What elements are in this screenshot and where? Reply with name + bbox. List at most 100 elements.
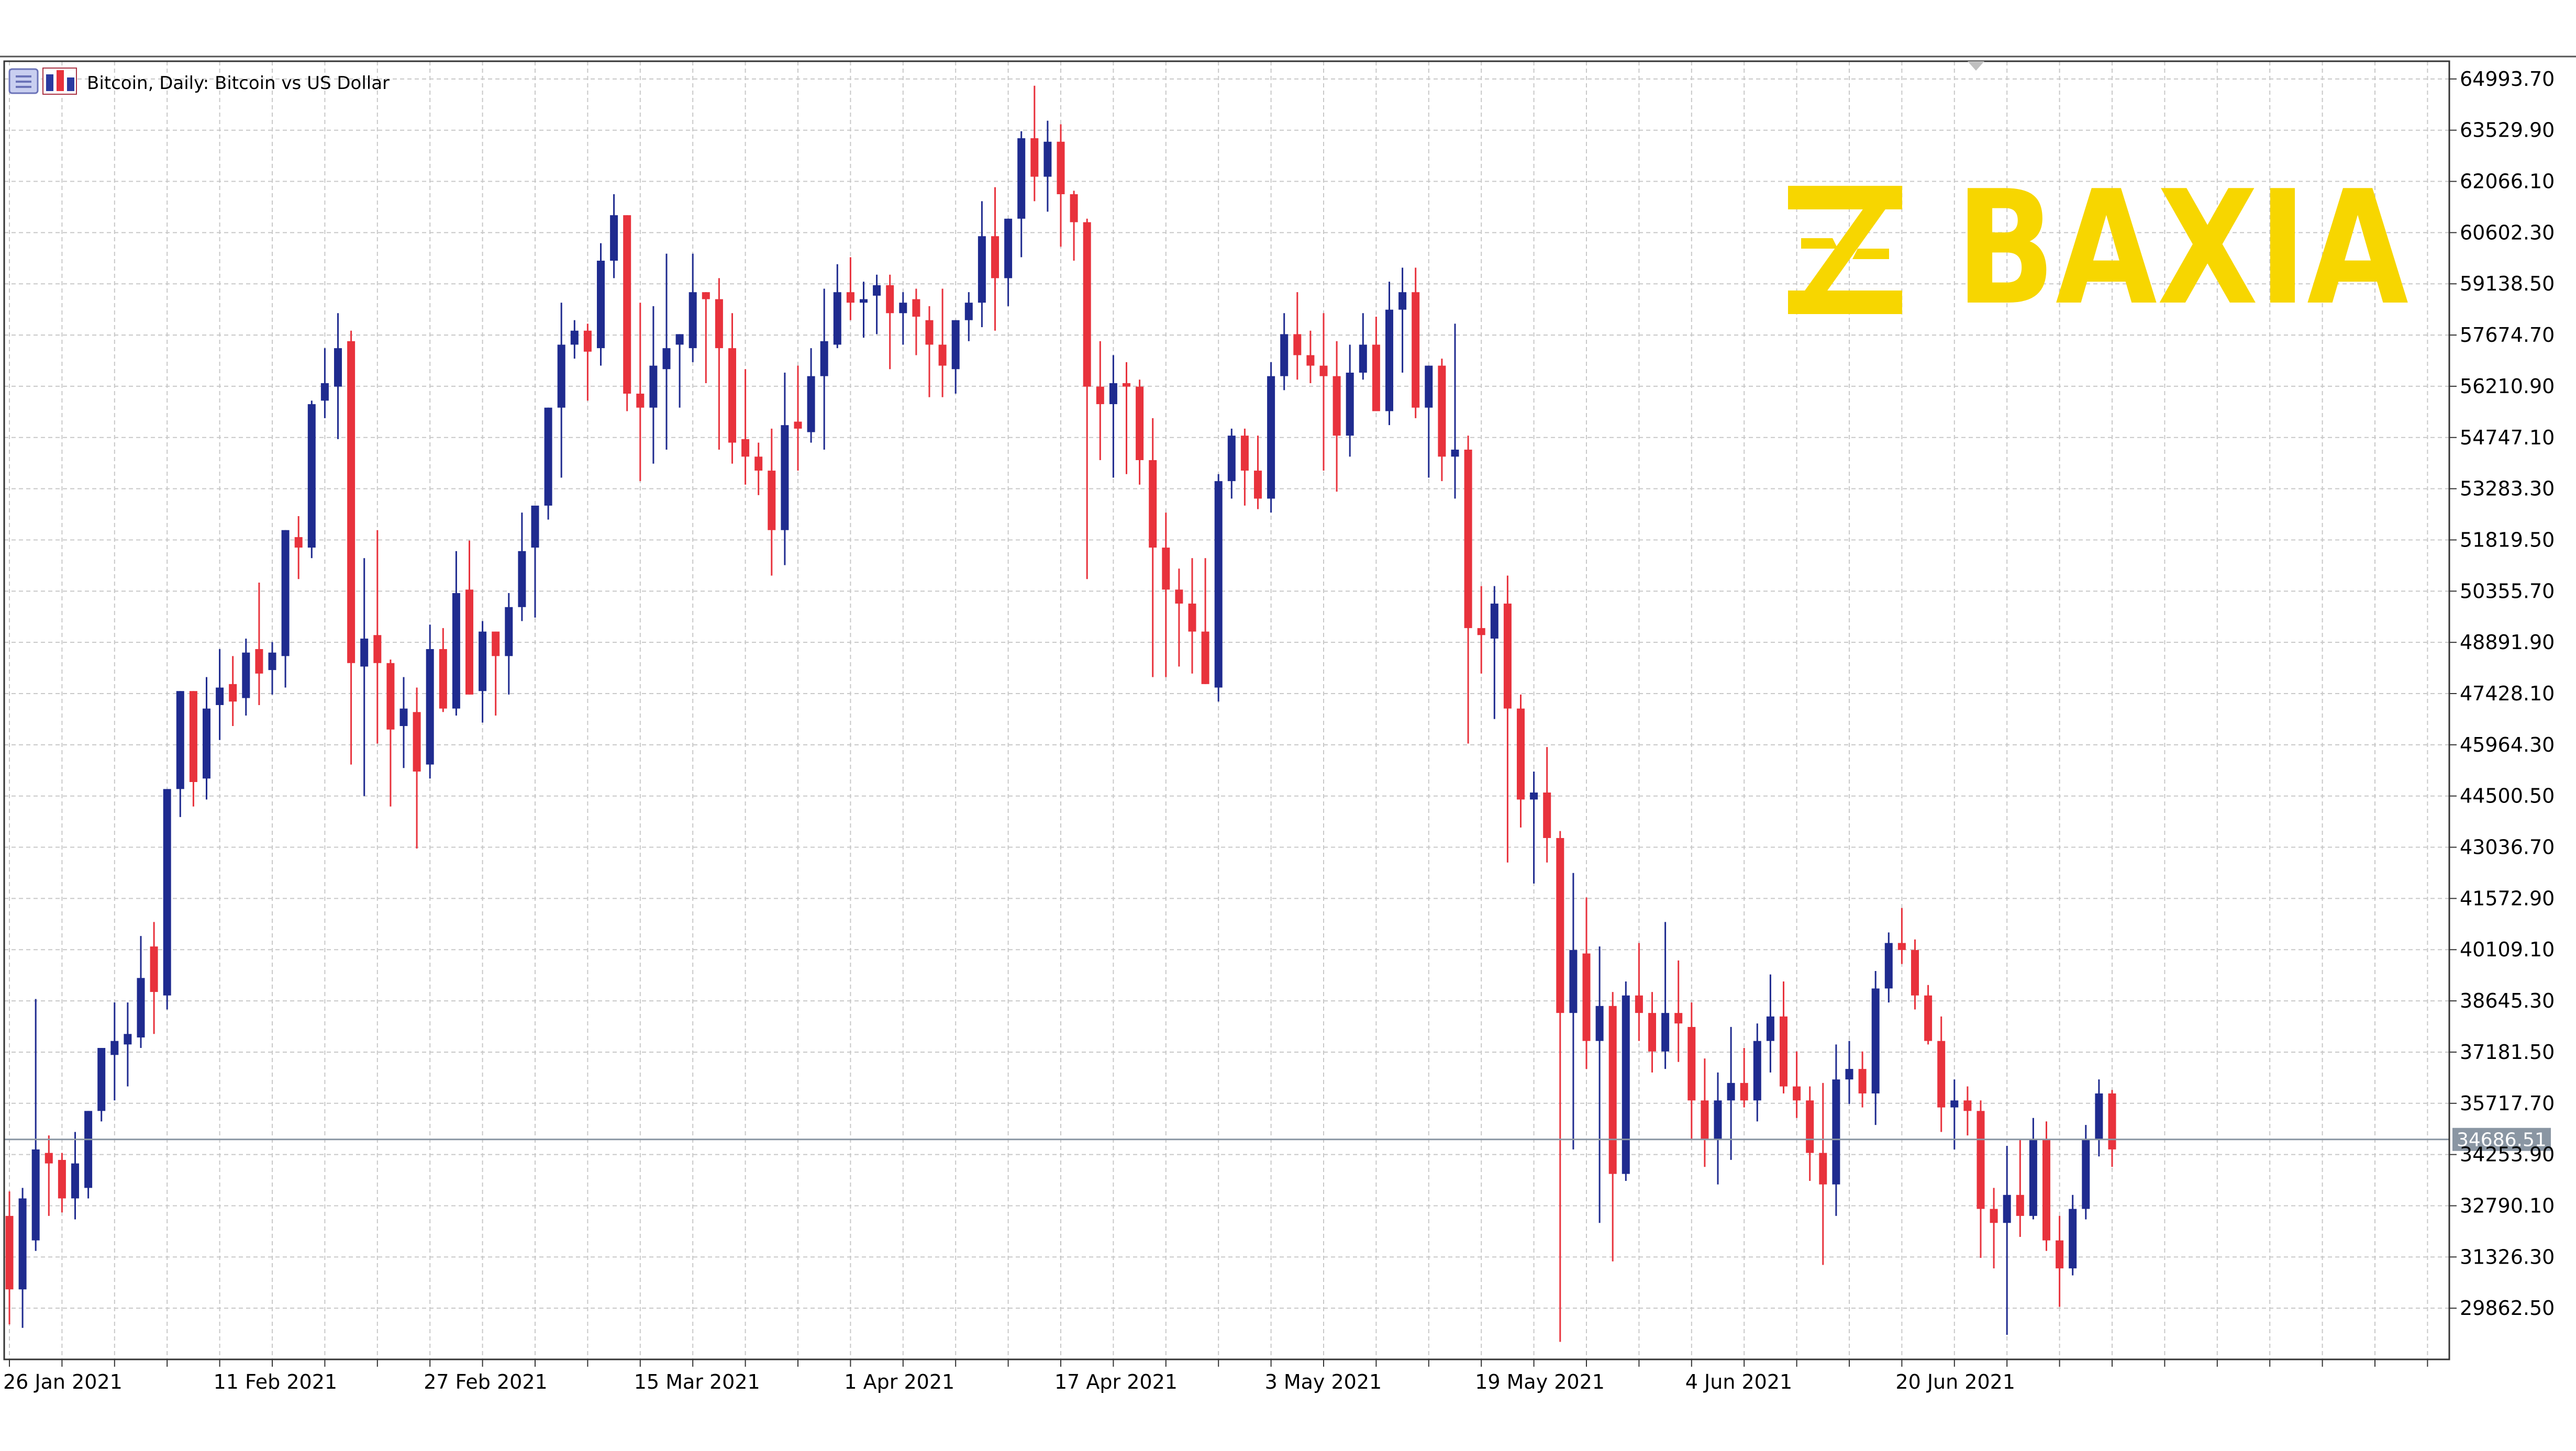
candle-body — [1096, 386, 1104, 405]
candle — [1333, 341, 1341, 492]
candle-body — [426, 649, 434, 765]
candle — [1451, 323, 1459, 499]
candle-body — [2042, 1139, 2050, 1241]
candle-body — [1451, 449, 1459, 457]
candle — [912, 288, 920, 355]
candle-body — [1556, 838, 1564, 1013]
candle-body — [2003, 1195, 2011, 1223]
candle-body — [229, 684, 237, 702]
candle-body — [1162, 548, 1170, 590]
candle — [492, 631, 500, 716]
y-tick-label: 40109.10 — [2460, 938, 2555, 961]
candle-body — [84, 1111, 93, 1188]
candle — [1149, 418, 1157, 677]
y-tick-label: 44500.50 — [2460, 785, 2555, 808]
x-tick-label: 26 Jan 2021 — [3, 1370, 123, 1393]
candle-body — [1372, 344, 1380, 411]
candle — [1464, 436, 1472, 744]
candle-body — [2108, 1093, 2116, 1149]
candle-body — [1608, 1006, 1617, 1174]
candle-body — [373, 635, 382, 663]
candle — [768, 428, 776, 576]
candle — [1359, 313, 1367, 380]
candle — [1438, 359, 1446, 482]
candle-body — [1990, 1209, 1998, 1223]
indicator-list-icon[interactable] — [8, 68, 39, 94]
brand-logo-text: BAXIA — [1956, 157, 2410, 340]
y-tick-label: 54747.10 — [2460, 426, 2555, 449]
chart-title: Bitcoin, Daily: Bitcoin vs US Dollar — [87, 73, 390, 94]
candle — [465, 540, 473, 695]
shift-marker-icon[interactable] — [1968, 61, 1984, 71]
candle-body — [583, 330, 592, 352]
symbol-chart-icon[interactable] — [42, 68, 77, 95]
candle — [5, 1191, 14, 1325]
candle-body — [886, 285, 894, 314]
candle-body — [360, 638, 369, 667]
candle-body — [1569, 950, 1578, 1013]
candle — [1780, 981, 1787, 1093]
candle-body — [1661, 1013, 1670, 1052]
candle-body — [754, 456, 763, 471]
x-tick-label: 3 May 2021 — [1265, 1370, 1382, 1393]
candle-body — [1871, 988, 1880, 1093]
candle-body — [846, 292, 854, 303]
candle — [426, 624, 434, 779]
candle-body — [1884, 943, 1893, 989]
candle — [216, 649, 224, 740]
candle-body — [518, 551, 526, 607]
candle-body — [768, 471, 776, 530]
candle — [386, 660, 395, 807]
candle-body — [1806, 1100, 1814, 1153]
candle-body — [2095, 1093, 2103, 1139]
candle-body — [465, 589, 473, 695]
x-tick-label: 11 Feb 2021 — [214, 1370, 337, 1393]
candle — [1123, 362, 1130, 474]
candle — [846, 257, 854, 320]
candle — [1990, 1188, 1998, 1269]
candle-body — [1057, 141, 1065, 195]
chart-header: Bitcoin, Daily: Bitcoin vs US Dollar — [8, 68, 390, 95]
candle — [2082, 1125, 2090, 1220]
candle-body — [163, 789, 171, 996]
candle — [1096, 341, 1104, 461]
y-tick-label: 57674.70 — [2460, 323, 2555, 347]
candle — [1030, 85, 1039, 202]
candle — [794, 365, 802, 471]
candle — [360, 558, 369, 796]
candle-body — [728, 348, 736, 443]
candle-body — [320, 383, 329, 401]
candle-body — [1267, 376, 1275, 499]
candle-body — [1924, 995, 1933, 1041]
candle — [991, 187, 999, 331]
y-tick-label: 64993.70 — [2460, 68, 2555, 91]
y-tick-label: 59138.50 — [2460, 272, 2555, 295]
candle — [1109, 355, 1117, 478]
candle — [1372, 316, 1380, 411]
candle-body — [31, 1149, 40, 1241]
candle — [610, 194, 618, 278]
candle — [1254, 436, 1262, 509]
y-tick-label: 60602.30 — [2460, 221, 2555, 244]
candle — [623, 215, 631, 411]
candle-body — [334, 348, 342, 387]
candle-body — [110, 1041, 119, 1055]
candle — [1753, 1023, 1761, 1122]
candle — [1070, 191, 1078, 261]
candle-body — [203, 708, 210, 779]
candle-body — [268, 652, 276, 671]
candle — [544, 407, 552, 520]
candle — [242, 638, 250, 716]
y-tick-label: 48891.90 — [2460, 631, 2555, 654]
candle — [1648, 992, 1656, 1073]
candle-body — [2056, 1240, 2064, 1269]
candle-body — [2069, 1209, 2077, 1269]
candle-body — [505, 607, 513, 656]
candle-body — [255, 649, 263, 674]
candle — [1214, 474, 1223, 702]
candle — [1280, 313, 1289, 390]
candle — [1385, 282, 1393, 426]
y-tick-label: 53283.30 — [2460, 477, 2555, 500]
candle — [2056, 1215, 2064, 1307]
